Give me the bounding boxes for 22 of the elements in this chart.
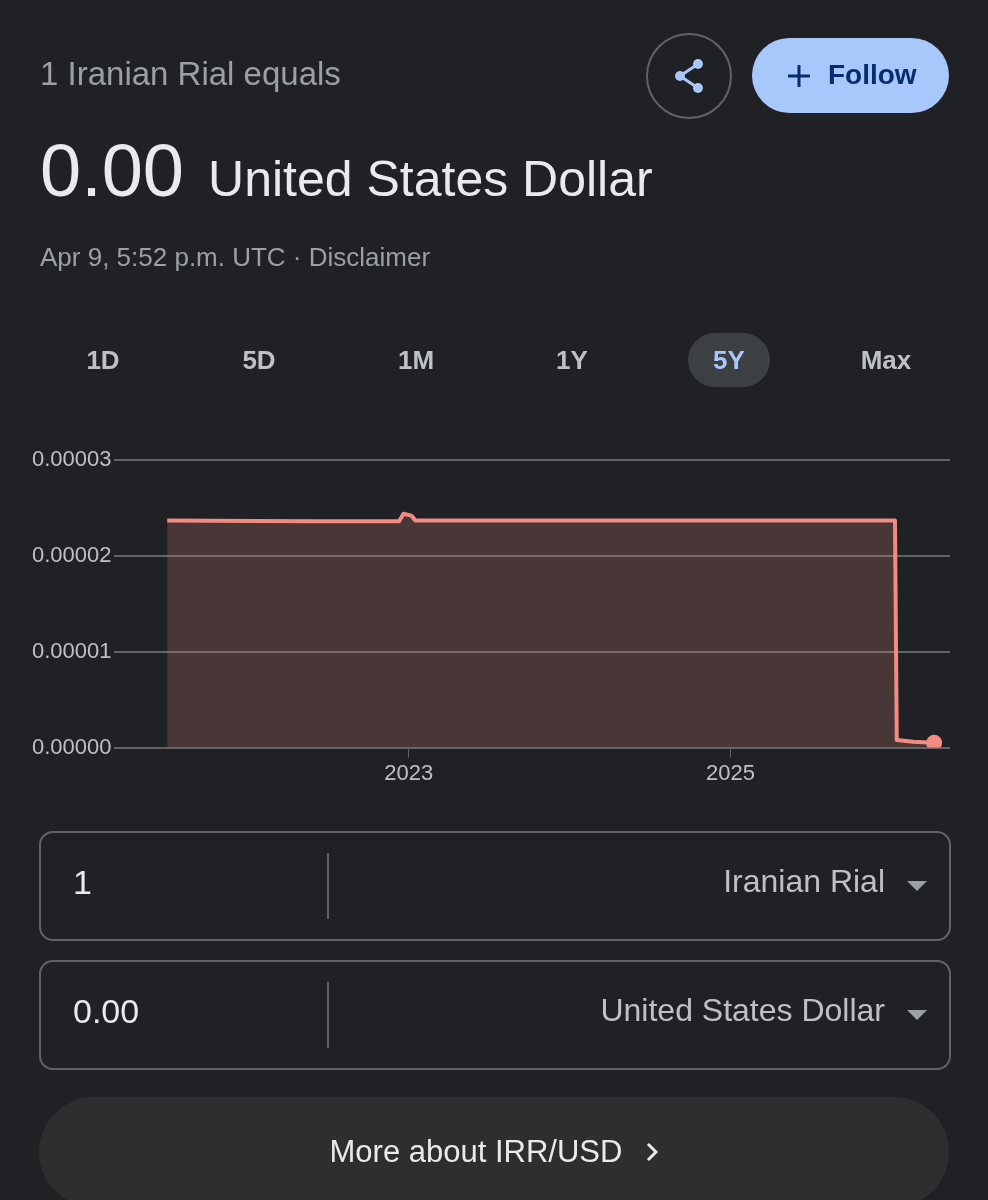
text: More about IRR/USD xyxy=(329,1134,623,1170)
text: 0.00 xyxy=(73,992,140,1031)
x-tick-label: 2023 xyxy=(384,759,434,785)
text: 1M xyxy=(396,343,436,377)
y-tick-label: 0.00001 xyxy=(31,637,112,663)
x-tick-label: 2025 xyxy=(705,759,755,785)
text: 1 xyxy=(73,863,92,902)
text: Apr 9, 5:52 p.m. UTC · Disclaimer xyxy=(40,242,431,273)
y-tick-label: 0.00003 xyxy=(31,446,112,472)
y-tick-label: 0.00002 xyxy=(31,541,112,567)
text: 0.00 xyxy=(40,128,185,213)
text: 1Y xyxy=(555,343,589,377)
text: 5Y xyxy=(688,333,770,387)
text: Iranian Rial xyxy=(723,863,885,900)
text: United States Dollar xyxy=(600,992,885,1029)
text: 5D xyxy=(241,343,277,377)
chart-title: 1 Iranian Rial equals xyxy=(40,55,341,93)
text: 1D xyxy=(85,343,121,377)
text: Follow xyxy=(828,59,917,91)
text: United States Dollar xyxy=(208,150,653,208)
y-tick-label: 0.00000 xyxy=(31,733,112,759)
text: Max xyxy=(859,343,913,377)
